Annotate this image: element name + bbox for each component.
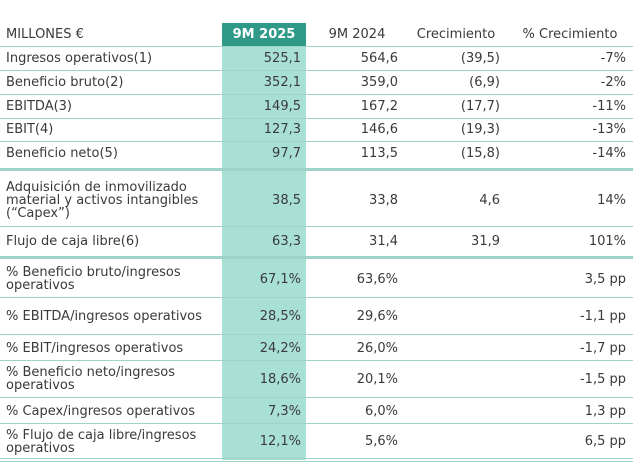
- row-line: [0, 118, 633, 119]
- row-line: [0, 397, 633, 398]
- value-cell: 167,2: [360, 98, 398, 114]
- header-cell: 9M 2025: [232, 26, 296, 42]
- bottom-line: [0, 458, 633, 459]
- header-line: [0, 46, 633, 47]
- value-cell: 4,6: [479, 192, 500, 208]
- value-cell: 33,8: [369, 192, 398, 208]
- value-cell: -14%: [592, 145, 626, 161]
- row-label: % Beneficio neto/ingresos operativos: [6, 365, 175, 393]
- value-cell: -1,5 pp: [579, 371, 626, 387]
- value-cell: 525,1: [263, 51, 301, 66]
- value-cell: 97,7: [272, 145, 301, 161]
- value-cell: -2%: [600, 74, 626, 90]
- value-cell: -1,1 pp: [579, 308, 626, 324]
- value-cell: 6,5 pp: [584, 434, 626, 449]
- value-cell: 6,0%: [364, 403, 398, 419]
- value-cell: 67,1%: [259, 271, 301, 287]
- row-label: Ingresos operativos(1): [6, 51, 153, 66]
- header-cell: Crecimiento: [416, 26, 496, 42]
- header-cell: MILLONES €: [6, 26, 84, 42]
- row-label: % Flujo de caja libre/ingresos operativo…: [6, 427, 197, 456]
- value-cell: 20,1%: [356, 371, 398, 387]
- value-cell: 359,0: [360, 74, 398, 90]
- value-cell: 26,0%: [356, 341, 398, 356]
- value-cell: -11%: [592, 98, 626, 114]
- value-cell: 3,5 pp: [584, 271, 626, 287]
- value-cell: 149,5: [263, 98, 301, 114]
- row-line: [0, 226, 633, 227]
- header-cell: 9M 2024: [328, 26, 386, 42]
- value-cell: 38,5: [272, 192, 301, 208]
- row-line: [0, 94, 633, 95]
- value-cell: 352,1: [263, 74, 301, 90]
- row-label: % Beneficio bruto/ingresos operativos: [6, 265, 181, 293]
- row-label: Beneficio bruto(2): [6, 74, 124, 90]
- value-cell: 63,3: [272, 233, 301, 249]
- row-line: [0, 360, 633, 361]
- group-separator: [0, 256, 633, 259]
- row-line: [0, 334, 633, 335]
- row-label: % Capex/ingresos operativos: [6, 403, 196, 419]
- value-cell: 29,6%: [356, 308, 398, 324]
- row-label: % EBIT/ingresos operativos: [6, 341, 184, 356]
- header-cell: % Crecimiento: [522, 26, 618, 42]
- value-cell: (17,7): [460, 98, 500, 114]
- value-cell: 101%: [588, 233, 626, 249]
- highlight-header: [222, 23, 306, 46]
- value-cell: 14%: [597, 192, 626, 208]
- value-cell: 113,5: [360, 145, 398, 161]
- row-line: [0, 297, 633, 298]
- value-cell: 63,6%: [356, 271, 398, 287]
- row-label: Adquisición de inmovilizado material y a…: [6, 179, 199, 221]
- value-cell: (19,3): [460, 122, 500, 137]
- row-label: Beneficio neto(5): [6, 145, 118, 161]
- value-cell: 1,3 pp: [584, 403, 626, 419]
- row-label: % EBITDA/ingresos operativos: [6, 308, 202, 324]
- value-cell: 5,6%: [364, 434, 398, 449]
- value-cell: 31,4: [369, 233, 398, 249]
- row-line: [0, 141, 633, 142]
- value-cell: 564,6: [360, 51, 398, 66]
- row-label: Flujo de caja libre(6): [6, 233, 140, 249]
- value-cell: 18,6%: [259, 371, 301, 387]
- value-cell: 24,2%: [259, 341, 301, 356]
- value-cell: 7,3%: [267, 403, 301, 419]
- row-line: [0, 70, 633, 71]
- value-cell: 31,9: [471, 233, 500, 249]
- value-cell: 127,3: [263, 122, 301, 137]
- value-cell: (39,5): [460, 51, 500, 66]
- row-line: [0, 423, 633, 424]
- value-cell: -1,7 pp: [579, 341, 626, 356]
- value-cell: 12,1%: [259, 434, 301, 449]
- value-cell: (15,8): [460, 145, 500, 161]
- row-label: EBIT(4): [6, 122, 54, 137]
- value-cell: 146,6: [360, 122, 398, 137]
- highlight-column: [222, 46, 306, 460]
- group-separator: [0, 168, 633, 171]
- value-cell: (6,9): [469, 74, 500, 90]
- row-label: EBITDA(3): [6, 98, 72, 114]
- value-cell: -7%: [600, 51, 626, 66]
- value-cell: -13%: [592, 122, 626, 137]
- value-cell: 28,5%: [259, 308, 301, 324]
